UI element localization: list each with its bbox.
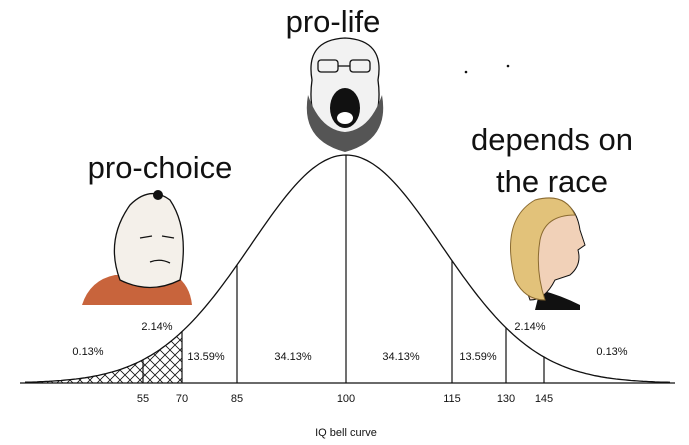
dot	[506, 64, 510, 68]
dot	[464, 70, 468, 74]
x-tick-label: 85	[231, 393, 243, 405]
caption-right-line: depends on	[471, 122, 633, 157]
face-left	[82, 190, 192, 305]
region-label: 34.13%	[274, 351, 312, 363]
sigma-lines	[142, 155, 545, 383]
region-label: 2.14%	[514, 321, 545, 333]
caption-right-line: the race	[496, 164, 608, 199]
face-right	[510, 197, 586, 310]
caption-top: pro-life	[286, 4, 381, 39]
face-top	[306, 37, 384, 152]
x-tick-label: 55	[137, 393, 149, 405]
x-tick-label: 130	[497, 393, 515, 405]
bell-curve	[25, 154, 671, 383]
region-label: 0.13%	[596, 346, 627, 358]
region-label: 2.14%	[141, 321, 172, 333]
x-axis-label: IQ bell curve	[315, 427, 377, 439]
region-label: 34.13%	[382, 351, 420, 363]
x-tick-label: 100	[337, 393, 355, 405]
region-label: 13.59%	[459, 351, 497, 363]
x-tick-label: 115	[443, 393, 461, 405]
x-tick-label: 70	[176, 393, 188, 405]
caption-left: pro-choice	[88, 150, 233, 185]
region-label: 13.59%	[187, 351, 225, 363]
region-label: 0.13%	[72, 346, 103, 358]
x-tick-label: 145	[535, 393, 553, 405]
